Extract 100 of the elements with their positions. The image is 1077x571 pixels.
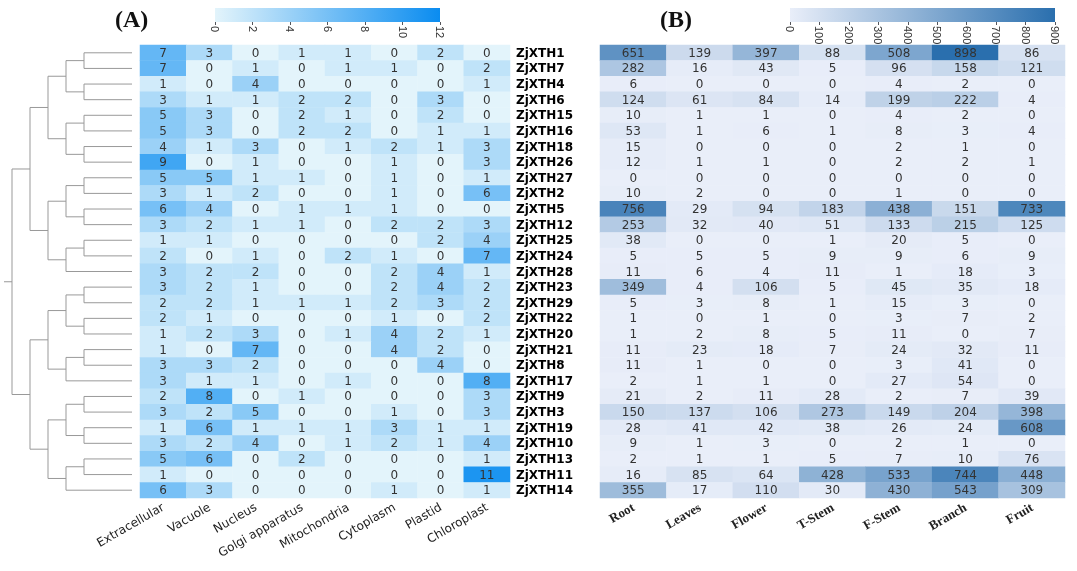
- data-label: 1: [895, 264, 903, 279]
- data-label: 7: [1027, 326, 1036, 341]
- data-label: 0: [344, 483, 352, 498]
- data-label: 3: [483, 405, 491, 420]
- data-label: 0: [251, 311, 260, 326]
- data-label: 35: [957, 280, 973, 295]
- data-label: 1: [205, 92, 214, 107]
- data-label: 42: [758, 420, 774, 435]
- y-tick-label: ZjXTH19: [516, 420, 573, 435]
- data-label: 45: [891, 280, 907, 295]
- data-label: 0: [436, 202, 445, 217]
- data-label: 11: [758, 389, 774, 404]
- data-label: 10: [625, 186, 641, 201]
- data-label: 398: [1020, 405, 1044, 420]
- data-label: 2: [695, 389, 704, 404]
- data-label: 1: [828, 123, 837, 138]
- data-label: 8: [483, 373, 491, 388]
- data-label: 8: [762, 295, 770, 310]
- data-label: 1: [390, 155, 399, 170]
- data-label: 2: [483, 311, 491, 326]
- data-label: 1: [961, 139, 970, 154]
- data-label: 121: [1020, 61, 1044, 76]
- data-label: 17: [692, 483, 708, 498]
- data-label: 0: [762, 233, 770, 248]
- data-label: 0: [828, 77, 837, 92]
- data-label: 3: [159, 373, 167, 388]
- data-label: 41: [692, 420, 708, 435]
- data-label: 4: [251, 436, 260, 451]
- y-tick-label: ZjXTH23: [516, 280, 573, 295]
- data-label: 0: [205, 248, 214, 263]
- color-bar-label: 8: [359, 26, 371, 33]
- data-label: 2: [895, 436, 903, 451]
- data-label: 309: [1020, 483, 1044, 498]
- data-label: 2: [695, 326, 704, 341]
- y-tick-label: ZjXTH9: [516, 389, 565, 404]
- data-label: 1: [251, 61, 260, 76]
- data-label: 3: [159, 358, 167, 373]
- data-label: 5: [762, 248, 770, 263]
- data-label: 0: [483, 342, 491, 357]
- y-tick-label: ZjXTH7: [516, 61, 565, 76]
- data-label: 1: [762, 108, 770, 123]
- data-label: 0: [762, 358, 770, 373]
- data-label: 1: [961, 436, 970, 451]
- data-label: 0: [298, 186, 306, 201]
- data-label: 3: [436, 295, 445, 310]
- data-label: 2: [159, 389, 167, 404]
- data-label: 2: [1027, 311, 1036, 326]
- data-label: 1: [390, 61, 399, 76]
- data-label: 2: [483, 61, 491, 76]
- data-label: 0: [828, 170, 837, 185]
- data-label: 1: [695, 436, 704, 451]
- data-label: 5: [159, 108, 167, 123]
- data-label: 2: [251, 264, 260, 279]
- data-label: 253: [621, 217, 645, 232]
- y-tick-label: ZjXTH16: [516, 123, 573, 138]
- data-label: 0: [298, 280, 306, 295]
- data-label: 2: [436, 217, 445, 232]
- data-label: 0: [298, 248, 306, 263]
- data-label: 3: [695, 295, 704, 310]
- data-label: 11: [625, 264, 641, 279]
- y-tick-label: ZjXTH25: [516, 233, 573, 248]
- data-label: 756: [621, 202, 645, 217]
- data-label: 0: [629, 170, 638, 185]
- data-label: 0: [436, 155, 445, 170]
- color-bar-label: 2: [246, 26, 259, 33]
- data-label: 1: [629, 311, 638, 326]
- data-label: 1: [483, 483, 491, 498]
- data-label: 8: [895, 123, 903, 138]
- color-bar-label: 4: [284, 26, 296, 33]
- data-label: 1: [344, 436, 352, 451]
- data-label: 5: [251, 405, 260, 420]
- data-label: 11: [1024, 342, 1040, 357]
- color-bar-label: 0: [784, 26, 796, 33]
- data-label: 21: [625, 389, 641, 404]
- data-label: 0: [762, 186, 770, 201]
- data-label: 1: [695, 155, 704, 170]
- data-label: 1: [251, 248, 260, 263]
- data-label: 0: [344, 77, 352, 92]
- data-label: 428: [821, 467, 844, 482]
- data-label: 0: [390, 45, 399, 60]
- data-label: 38: [824, 420, 841, 435]
- data-label: 6: [205, 420, 214, 435]
- data-label: 1: [344, 202, 352, 217]
- chart-title: (A): [115, 6, 149, 32]
- data-label: 2: [205, 436, 214, 451]
- color-bar-label: 100: [813, 26, 826, 45]
- data-label: 0: [298, 405, 306, 420]
- data-label: 18: [1024, 280, 1040, 295]
- y-tick-label: ZjXTH22: [516, 311, 573, 326]
- data-label: 4: [1027, 123, 1036, 138]
- data-label: 0: [251, 467, 260, 482]
- data-label: 1: [436, 123, 445, 138]
- data-label: 2: [205, 217, 214, 232]
- data-label: 0: [298, 373, 306, 388]
- data-label: 18: [957, 264, 973, 279]
- data-label: 9: [828, 248, 837, 263]
- data-label: 11: [891, 326, 907, 341]
- data-label: 543: [953, 483, 977, 498]
- data-label: 1: [251, 155, 260, 170]
- data-label: 6: [695, 264, 704, 279]
